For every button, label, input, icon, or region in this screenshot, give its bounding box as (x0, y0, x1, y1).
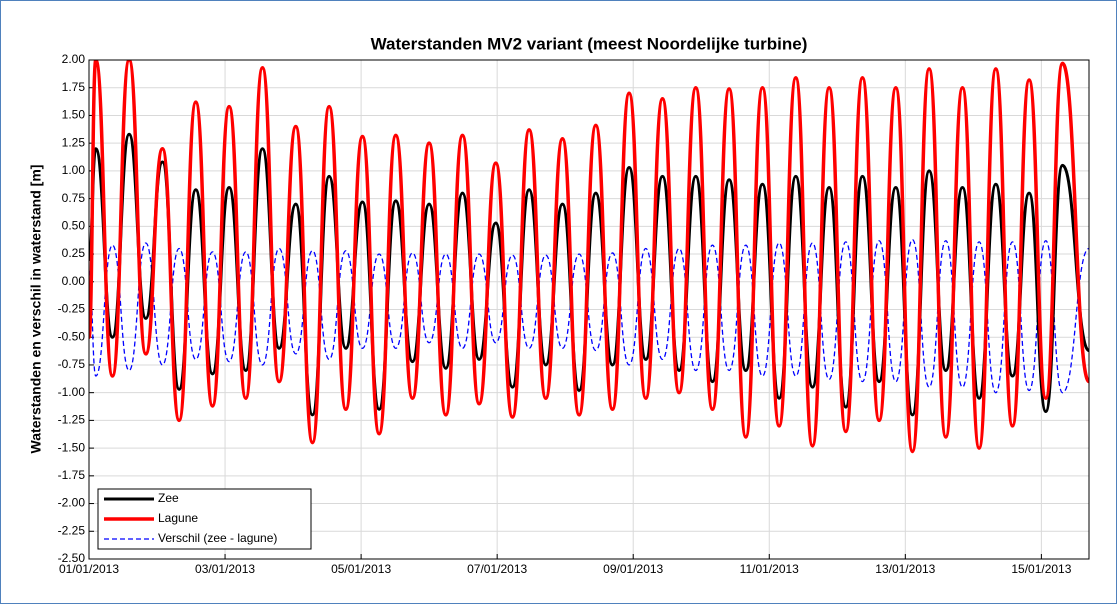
y-tick-label: -2.50 (58, 551, 86, 565)
y-tick-label: -0.25 (58, 302, 86, 316)
x-tick-label: 15/01/2013 (1011, 562, 1071, 576)
y-tick-label: 1.25 (62, 135, 86, 149)
x-tick-label: 03/01/2013 (195, 562, 255, 576)
y-tick-label: -1.00 (58, 385, 86, 399)
y-tick-label: -2.00 (58, 496, 86, 510)
y-tick-label: 1.00 (62, 163, 86, 177)
x-tick-label: 13/01/2013 (875, 562, 935, 576)
y-tick-label: -2.25 (58, 523, 86, 537)
y-tick-label: 0.00 (62, 274, 86, 288)
y-tick-label: 1.50 (62, 108, 86, 122)
y-tick-label: 0.25 (62, 246, 86, 260)
y-tick-label: 2.00 (62, 52, 86, 66)
x-tick-label: 07/01/2013 (467, 562, 527, 576)
y-tick-label: -0.50 (58, 329, 86, 343)
x-tick-label: 05/01/2013 (331, 562, 391, 576)
x-tick-label: 09/01/2013 (603, 562, 663, 576)
y-tick-label: 1.75 (62, 80, 86, 94)
legend-label: Zee (158, 491, 179, 505)
chart-title: Waterstanden MV2 variant (meest Noordeli… (371, 34, 808, 53)
series-line (89, 60, 1089, 454)
x-tick-label: 01/01/2013 (59, 562, 119, 576)
legend-label: Verschil (zee - lagune) (158, 531, 277, 545)
y-tick-label: -1.25 (58, 413, 86, 427)
legend-label: Lagune (158, 511, 198, 525)
y-axis-label: Waterstanden en verschil in waterstand [… (28, 165, 44, 454)
x-tick-label: 11/01/2013 (740, 562, 799, 576)
series-line (89, 238, 1089, 394)
y-tick-label: 0.75 (62, 191, 86, 205)
y-tick-label: 0.50 (62, 219, 86, 233)
plot-border (88, 59, 1090, 560)
y-tick-label: -0.75 (58, 357, 86, 371)
y-tick-label: -1.50 (58, 440, 86, 454)
y-tick-label: -1.75 (58, 468, 86, 482)
